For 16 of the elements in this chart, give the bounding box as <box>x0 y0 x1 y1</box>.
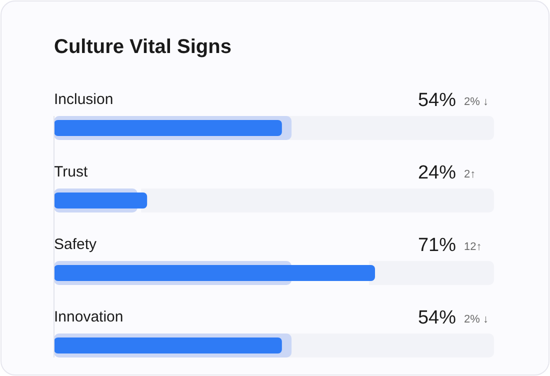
text: 2↑ <box>464 168 476 180</box>
text: 12↑ <box>464 241 482 253</box>
text: 2% ↓ <box>464 314 488 326</box>
y-tick-label: Trust <box>54 164 88 180</box>
y-tick-label: Inclusion <box>54 91 114 108</box>
bar <box>54 120 282 136</box>
chart-title: Culture Vital Signs <box>54 36 232 58</box>
text: 24% <box>418 162 456 184</box>
text: 71% <box>418 235 456 256</box>
y-tick-label: Innovation <box>54 308 124 326</box>
text: 2% ↓ <box>464 96 488 108</box>
bar <box>54 338 282 354</box>
text: 54% <box>418 90 456 111</box>
text: 54% <box>418 308 456 328</box>
bar <box>54 192 148 208</box>
y-tick-label: Safety <box>54 236 98 253</box>
